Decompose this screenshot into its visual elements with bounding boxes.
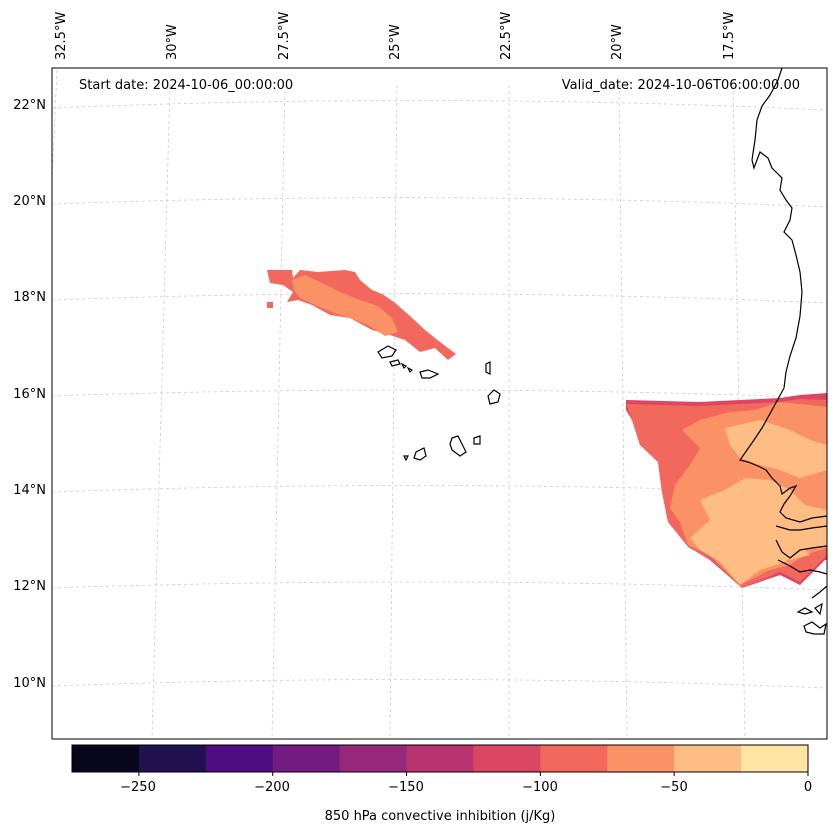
colorbar-tick-label: −250 bbox=[120, 780, 156, 795]
colorbar-swatch bbox=[206, 745, 273, 772]
colorbar-swatch bbox=[674, 745, 741, 772]
lat-label-10n: 10°N bbox=[0, 676, 46, 691]
lon-label-17.5w: 17.5°W bbox=[722, 12, 737, 60]
lon-label-32.5w: 32.5°W bbox=[54, 12, 69, 60]
colorbar-swatch bbox=[540, 745, 607, 772]
lon-label-30w: 30°W bbox=[165, 24, 180, 60]
lon-label-20w: 20°W bbox=[610, 24, 625, 60]
colorbar-ticks bbox=[139, 772, 808, 776]
colorbar-swatch bbox=[407, 745, 474, 772]
lon-label-22.5w: 22.5°W bbox=[499, 12, 514, 60]
valid-date-text: Valid_date: 2024-10-06T06:00:00.00 bbox=[562, 78, 800, 93]
colorbar-label: 850 hPa convective inhibition (j/Kg) bbox=[325, 809, 556, 824]
lon-label-27.5w: 27.5°W bbox=[277, 12, 292, 60]
colorbar-swatch bbox=[473, 745, 540, 772]
colorbar-tick-label: −100 bbox=[522, 780, 558, 795]
lat-label-20n: 20°N bbox=[0, 194, 46, 209]
colorbar-swatch bbox=[340, 745, 407, 772]
colorbar-swatch bbox=[139, 745, 206, 772]
colorbar-swatch bbox=[741, 745, 808, 772]
lat-label-18n: 18°N bbox=[0, 290, 46, 305]
lon-label-25w: 25°W bbox=[388, 24, 403, 60]
colorbar-swatch bbox=[607, 745, 674, 772]
lat-label-12n: 12°N bbox=[0, 579, 46, 594]
lat-label-14n: 14°N bbox=[0, 483, 46, 498]
colorbar-tick-label: −50 bbox=[660, 780, 687, 795]
colorbar-swatch bbox=[72, 745, 139, 772]
colorbar-tick-label: −150 bbox=[388, 780, 424, 795]
colorbar-tick-label: 0 bbox=[804, 780, 812, 795]
colorbar bbox=[72, 745, 809, 772]
start-date-text: Start date: 2024-10-06_00:00:00 bbox=[79, 78, 293, 93]
lat-label-22n: 22°N bbox=[0, 98, 46, 113]
colorbar-tick-label: −200 bbox=[254, 780, 290, 795]
lat-label-16n: 16°N bbox=[0, 387, 46, 402]
colorbar-swatch bbox=[273, 745, 340, 772]
